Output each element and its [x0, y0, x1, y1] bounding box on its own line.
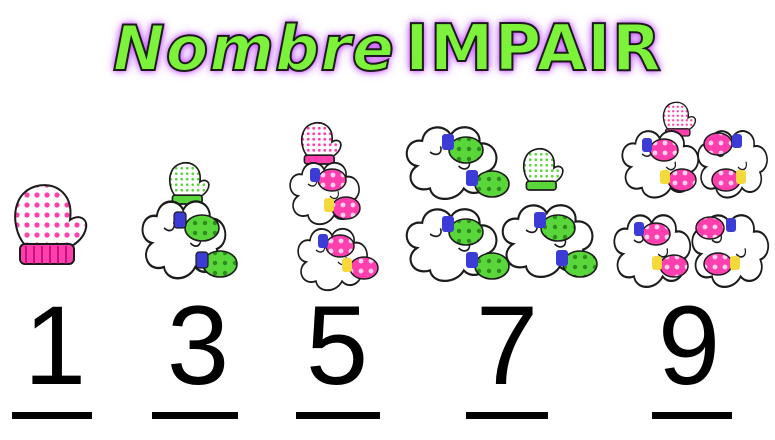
mitten-pair — [297, 227, 379, 292]
mitten-pair — [621, 129, 700, 199]
mitten-icon — [168, 162, 210, 205]
answer-line-7 — [466, 412, 548, 419]
title-word-nombre: Nombre — [112, 11, 395, 86]
numeral-1: 1 — [23, 283, 87, 408]
answer-line-3 — [152, 412, 238, 419]
numeral-7: 7 — [475, 283, 539, 408]
mitten-group-9 — [613, 101, 770, 289]
mitten-pair — [405, 126, 510, 201]
mitten-icon — [300, 122, 342, 165]
answer-line-1 — [12, 412, 92, 419]
mitten-pair — [691, 214, 770, 289]
answer-line-9 — [652, 412, 732, 419]
mitten-group-7 — [405, 126, 598, 283]
worksheet-title: Nombre IMPAIR — [0, 11, 775, 87]
mitten-pair — [141, 200, 238, 280]
numeral-5: 5 — [305, 283, 369, 408]
mitten-group-3 — [141, 162, 238, 280]
mitten-group-1 — [14, 184, 88, 265]
mitten-group-5 — [289, 122, 379, 292]
mitten-icon — [14, 184, 88, 265]
numeral-9: 9 — [657, 283, 721, 408]
title-word-impair: IMPAIR — [404, 11, 663, 87]
mitten-icon — [522, 148, 564, 191]
mitten-pair — [613, 214, 692, 289]
mitten-pair — [501, 204, 598, 279]
numeral-3: 3 — [166, 283, 230, 408]
mitten-pair — [697, 129, 769, 199]
answer-line-5 — [296, 412, 380, 419]
mitten-pair — [405, 208, 510, 283]
mitten-pair — [289, 161, 361, 226]
